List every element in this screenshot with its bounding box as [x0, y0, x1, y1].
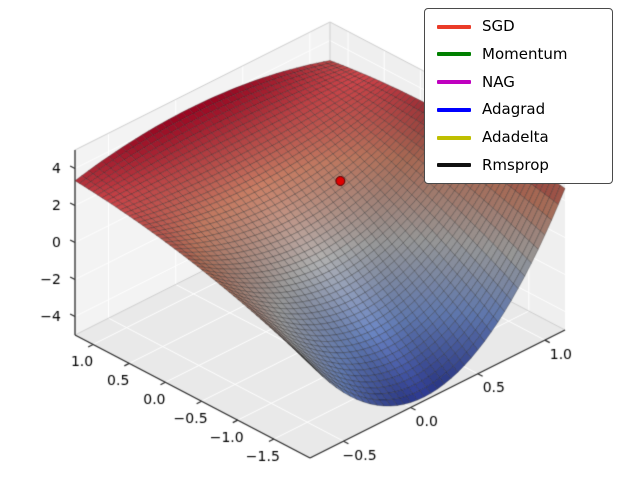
legend-line-swatch: [437, 135, 471, 140]
legend-label: Momentum: [482, 44, 568, 63]
legend: SGD Momentum NAG Adagrad Adadelta Rmspro…: [424, 8, 613, 184]
legend-label: Adagrad: [482, 100, 546, 119]
legend-line-swatch: [437, 24, 471, 29]
legend-label: Adadelta: [482, 128, 549, 147]
legend-label: NAG: [482, 72, 515, 91]
legend-line-swatch: [437, 52, 471, 57]
legend-item: NAG: [437, 72, 600, 91]
legend-item: SGD: [437, 19, 600, 34]
legend-label: Rmsprop: [482, 155, 549, 174]
legend-item: Rmsprop: [437, 155, 600, 174]
legend-item: Adagrad: [437, 102, 600, 117]
legend-item: Momentum: [437, 44, 600, 63]
legend-label: SGD: [482, 17, 515, 35]
legend-line-swatch: [437, 80, 471, 85]
legend-line-swatch: [437, 163, 471, 168]
legend-item: Adadelta: [437, 130, 600, 145]
legend-line-swatch: [437, 107, 471, 112]
